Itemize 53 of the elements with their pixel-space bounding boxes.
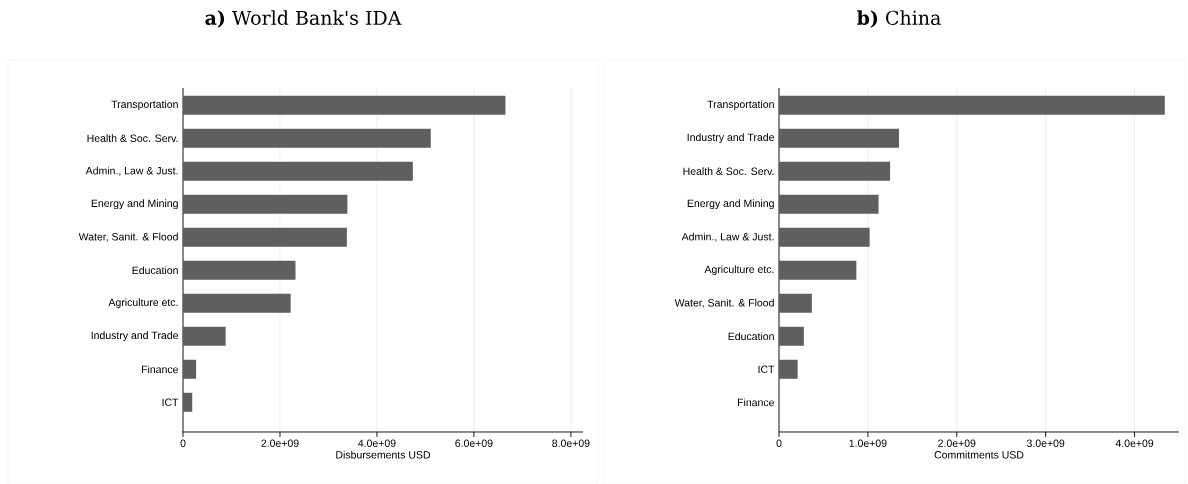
x-axis-title: Commitments USD (934, 450, 1024, 459)
x-tick-label: 2.0e+09 (261, 439, 299, 447)
y-tick-label: Health & Soc. Serv. (683, 167, 774, 176)
y-tick-label: Admin., Law & Just. (681, 232, 774, 242)
x-tick-label: 6.0e+09 (455, 439, 493, 447)
bar (779, 161, 891, 181)
bar (779, 128, 899, 148)
x-tick-label: 4.0e+09 (358, 439, 396, 447)
bar (183, 227, 347, 247)
x-tick-label: 1.0e+09 (849, 439, 887, 447)
x-tick-label: 0 (776, 439, 782, 447)
y-tick-label: Transportation (111, 100, 178, 111)
x-tick-label: 8.0e+09 (552, 439, 590, 447)
x-tick-label: 3.0e+09 (1026, 439, 1065, 447)
y-tick-label: Energy and Mining (91, 199, 178, 210)
y-tick-label: Education (728, 332, 774, 341)
y-tick-label: ICT (162, 398, 179, 407)
y-tick-label: Agriculture etc. (704, 265, 774, 276)
bar (183, 359, 197, 379)
y-tick-label: Health & Soc. Serv. (87, 134, 178, 143)
bar (779, 227, 870, 247)
x-axis-title: Disbursements USD (336, 450, 431, 459)
bar (183, 392, 193, 412)
bar (183, 260, 296, 280)
y-tick-label: Transportation (707, 100, 774, 111)
y-tick-label: Finance (141, 365, 178, 374)
y-tick-label: Water, Sanit. & Flood (78, 232, 178, 242)
bar (779, 95, 1165, 115)
bar (183, 326, 226, 346)
bar (779, 260, 857, 280)
y-tick-label: Admin., Law & Just. (85, 166, 178, 176)
y-tick-label: Industry and Trade (687, 133, 774, 144)
y-tick-label: Water, Sanit. & Flood (674, 298, 774, 308)
chart-title: b) China (857, 10, 941, 28)
chart-title: a) World Bank's IDA (205, 10, 402, 28)
bar (183, 128, 431, 148)
y-tick-label: Industry and Trade (91, 331, 178, 342)
y-tick-label: Finance (737, 398, 774, 407)
y-tick-label: Education (132, 266, 178, 275)
bar (779, 326, 804, 346)
bar (779, 194, 879, 214)
x-tick-label: 0 (180, 439, 186, 447)
y-tick-label: Agriculture etc. (108, 298, 178, 309)
y-tick-label: ICT (758, 365, 775, 373)
x-tick-label: 2.0e+09 (938, 439, 976, 447)
y-tick-label: Energy and Mining (687, 199, 774, 210)
bar (183, 194, 348, 214)
x-tick-label: 4.0e+09 (1115, 439, 1154, 447)
bar (779, 359, 798, 379)
bar (183, 293, 291, 313)
bar (779, 293, 812, 313)
bar (183, 95, 506, 115)
bar (183, 161, 413, 181)
